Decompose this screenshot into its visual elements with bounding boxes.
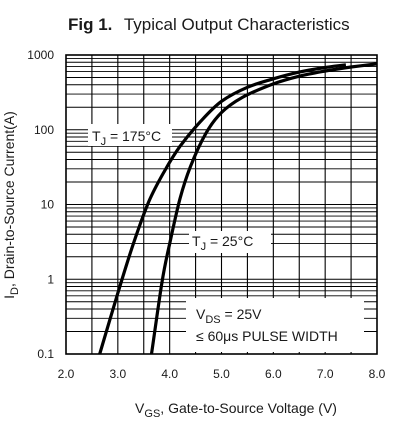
annotation-bg [186,298,364,352]
series-line-175c [98,63,347,355]
x-tick-label: 3.0 [109,367,126,381]
y-tick-label: 100 [34,123,54,137]
x-tick-label: 5.0 [213,367,230,381]
y-tick-label: 1 [47,272,54,286]
y-tick-label: 1000 [27,48,54,62]
series-label-25c: TJ = 25°C [189,231,271,253]
figure-number: Fig 1. [68,15,112,34]
x-axis-label: VGS, Gate-to-Source Voltage (V) [135,400,337,420]
test-conditions-annotation: VDS = 25V ≤ 60μs PULSE WIDTH [186,298,364,352]
x-tick-label: 6.0 [265,367,282,381]
series-line-25c [149,62,378,355]
series-label-25c-text: TJ = 25°C [192,233,253,253]
series-label-25c-bg [189,231,271,253]
x-tick-label: 2.0 [58,367,75,381]
figure-title: Fig 1. Typical Output Characteristics [68,15,350,34]
axis-tick-labels: 2.0 3.0 4.0 5.0 6.0 7.0 8.0 0.1 1 10 100 1000 [27,48,385,381]
y-tick-label: 10 [41,198,55,212]
x-tick-label: 8.0 [369,367,386,381]
chart-curves [98,62,378,355]
x-tick-label: 4.0 [161,367,178,381]
y-axis-label: ID, Drain-to-Source Current(A) [1,111,21,299]
series-label-175c-bg [88,124,172,146]
y-tick-label: 0.1 [37,347,54,361]
plot-frame [65,54,378,355]
x-tick-label: 7.0 [317,367,334,381]
series-label-175c: TJ = 175°C [88,124,172,148]
annotation-vds: VDS = 25V [196,306,262,326]
annotation-pulse-width: ≤ 60μs PULSE WIDTH [196,328,338,344]
figure-title-text: Typical Output Characteristics [124,15,350,34]
series-label-175c-text: TJ = 175°C [92,128,161,148]
